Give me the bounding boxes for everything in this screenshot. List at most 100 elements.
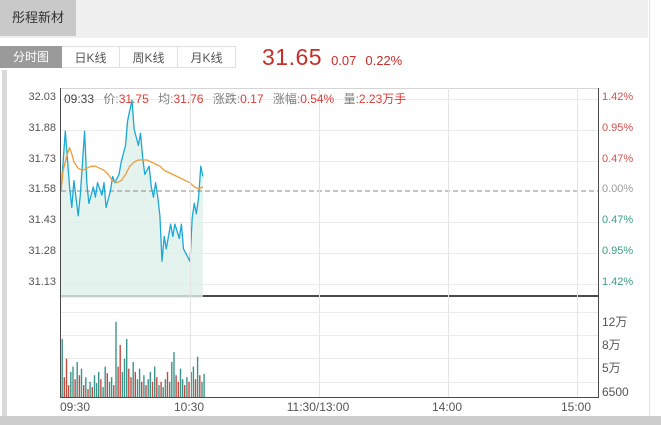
- info-change-label: 涨跌:: [212, 92, 241, 106]
- tab-weekly-k[interactable]: 周K线: [120, 46, 178, 68]
- price-axis-label: 31.88: [28, 122, 56, 134]
- price-axis-label: 31.28: [28, 245, 56, 257]
- price-axis-label: 31.73: [28, 153, 56, 165]
- volume-bar: [201, 381, 203, 397]
- price-gridline: [61, 99, 598, 100]
- price-gridline: [61, 222, 598, 223]
- price-axis-label: 31.43: [28, 214, 56, 226]
- hour-gridline: [448, 88, 449, 397]
- info-percent-value: 0.54%: [300, 92, 335, 106]
- top-bar: 彤程新材: [0, 0, 648, 38]
- volume-bar: [145, 385, 147, 397]
- volume-bar: [149, 371, 151, 397]
- volume-bar: [102, 387, 104, 397]
- info-avg-label: 均:: [158, 92, 174, 106]
- volume-bar: [186, 377, 188, 397]
- info-volume-value: 2.23万手: [358, 92, 407, 106]
- volume-bar: [184, 385, 186, 397]
- volume-bar: [188, 381, 190, 397]
- volume-bar: [106, 373, 108, 397]
- intraday-chart[interactable]: [60, 88, 599, 398]
- volume-bar: [108, 381, 111, 397]
- volume-bar: [141, 381, 143, 397]
- quote-summary: 31.65 0.07 0.22%: [262, 44, 402, 71]
- quote-last-price: 31.65: [262, 44, 323, 70]
- volume-bar: [147, 379, 149, 397]
- volume-bar: [115, 321, 117, 397]
- volume-bar: [89, 381, 91, 397]
- price-axis-label: 31.13: [28, 276, 56, 288]
- volume-bar: [113, 385, 115, 397]
- price-gridline: [61, 284, 598, 285]
- tab-monthly-k[interactable]: 月K线: [178, 46, 236, 68]
- volume-bar: [130, 377, 132, 397]
- volume-bar: [134, 371, 136, 397]
- volume-bar: [192, 366, 195, 397]
- bottom-edge-strip: [0, 416, 661, 425]
- percent-axis-label: 0.47%: [602, 214, 634, 226]
- volume-bar: [166, 371, 169, 397]
- volume-bar: [76, 362, 78, 397]
- volume-bar: [123, 358, 126, 397]
- volume-pane[interactable]: [61, 302, 598, 397]
- left-edge-strip: [2, 70, 7, 416]
- percent-axis-label: 0.95%: [602, 122, 634, 134]
- volume-gridline: [61, 358, 598, 359]
- stock-name-tab[interactable]: 彤程新材: [0, 0, 76, 36]
- volume-bar: [78, 375, 81, 397]
- volume-bar: [65, 358, 68, 397]
- volume-bar: [93, 375, 96, 397]
- volume-bar: [154, 366, 156, 397]
- time-axis-label: 15:00: [560, 400, 592, 414]
- volume-bar: [181, 379, 184, 397]
- volume-bar: [70, 371, 72, 397]
- price-gridline: [61, 161, 598, 162]
- time-axis-label: 14:00: [431, 400, 463, 414]
- volume-axis-label: 6500: [602, 385, 629, 399]
- tab-intraday[interactable]: 分时图: [0, 46, 62, 68]
- volume-bar: [164, 379, 167, 397]
- volume-chart-canvas[interactable]: [61, 302, 598, 397]
- volume-bar: [151, 381, 154, 397]
- price-gridline: [61, 253, 598, 254]
- hour-gridline: [190, 88, 191, 397]
- info-avg-value: 31.76: [173, 92, 204, 106]
- volume-axis-label: 5万: [602, 361, 621, 375]
- volume-bar: [85, 377, 87, 397]
- volume-bar: [175, 375, 177, 397]
- price-gridline: [61, 130, 598, 131]
- price-pane[interactable]: [61, 88, 598, 298]
- volume-bar: [199, 375, 201, 397]
- volume-gridline: [61, 312, 598, 313]
- volume-bar: [67, 385, 70, 397]
- volume-bar: [98, 371, 100, 397]
- volume-bar: [177, 381, 179, 397]
- volume-bar: [95, 383, 98, 397]
- volume-bar: [100, 379, 102, 397]
- volume-bar: [138, 368, 141, 397]
- price-chart-canvas[interactable]: [61, 89, 598, 298]
- volume-bar: [104, 366, 106, 397]
- volume-bar: [194, 379, 197, 397]
- volume-bar: [63, 377, 65, 397]
- info-percent-label: 涨幅:: [272, 92, 301, 106]
- volume-bar: [126, 338, 128, 397]
- volume-bar: [203, 373, 205, 397]
- hour-gridline: [319, 88, 320, 397]
- volume-axis-label: 12万: [602, 315, 628, 329]
- right-edge-divider: [649, 0, 650, 416]
- time-axis-label: 10:30: [173, 400, 205, 414]
- volume-bar: [119, 344, 121, 397]
- percent-axis-label: 0.00%: [602, 183, 634, 195]
- percent-axis-label: 1.42%: [602, 91, 634, 103]
- volume-gridline: [61, 335, 598, 336]
- volume-bar: [72, 366, 74, 397]
- volume-bar: [171, 362, 173, 397]
- tab-daily-k[interactable]: 日K线: [62, 46, 120, 68]
- volume-bar: [136, 379, 139, 397]
- volume-bar: [132, 362, 134, 397]
- volume-bar: [74, 379, 76, 397]
- percent-axis-label: 0.47%: [602, 153, 634, 165]
- volume-bar: [121, 371, 124, 397]
